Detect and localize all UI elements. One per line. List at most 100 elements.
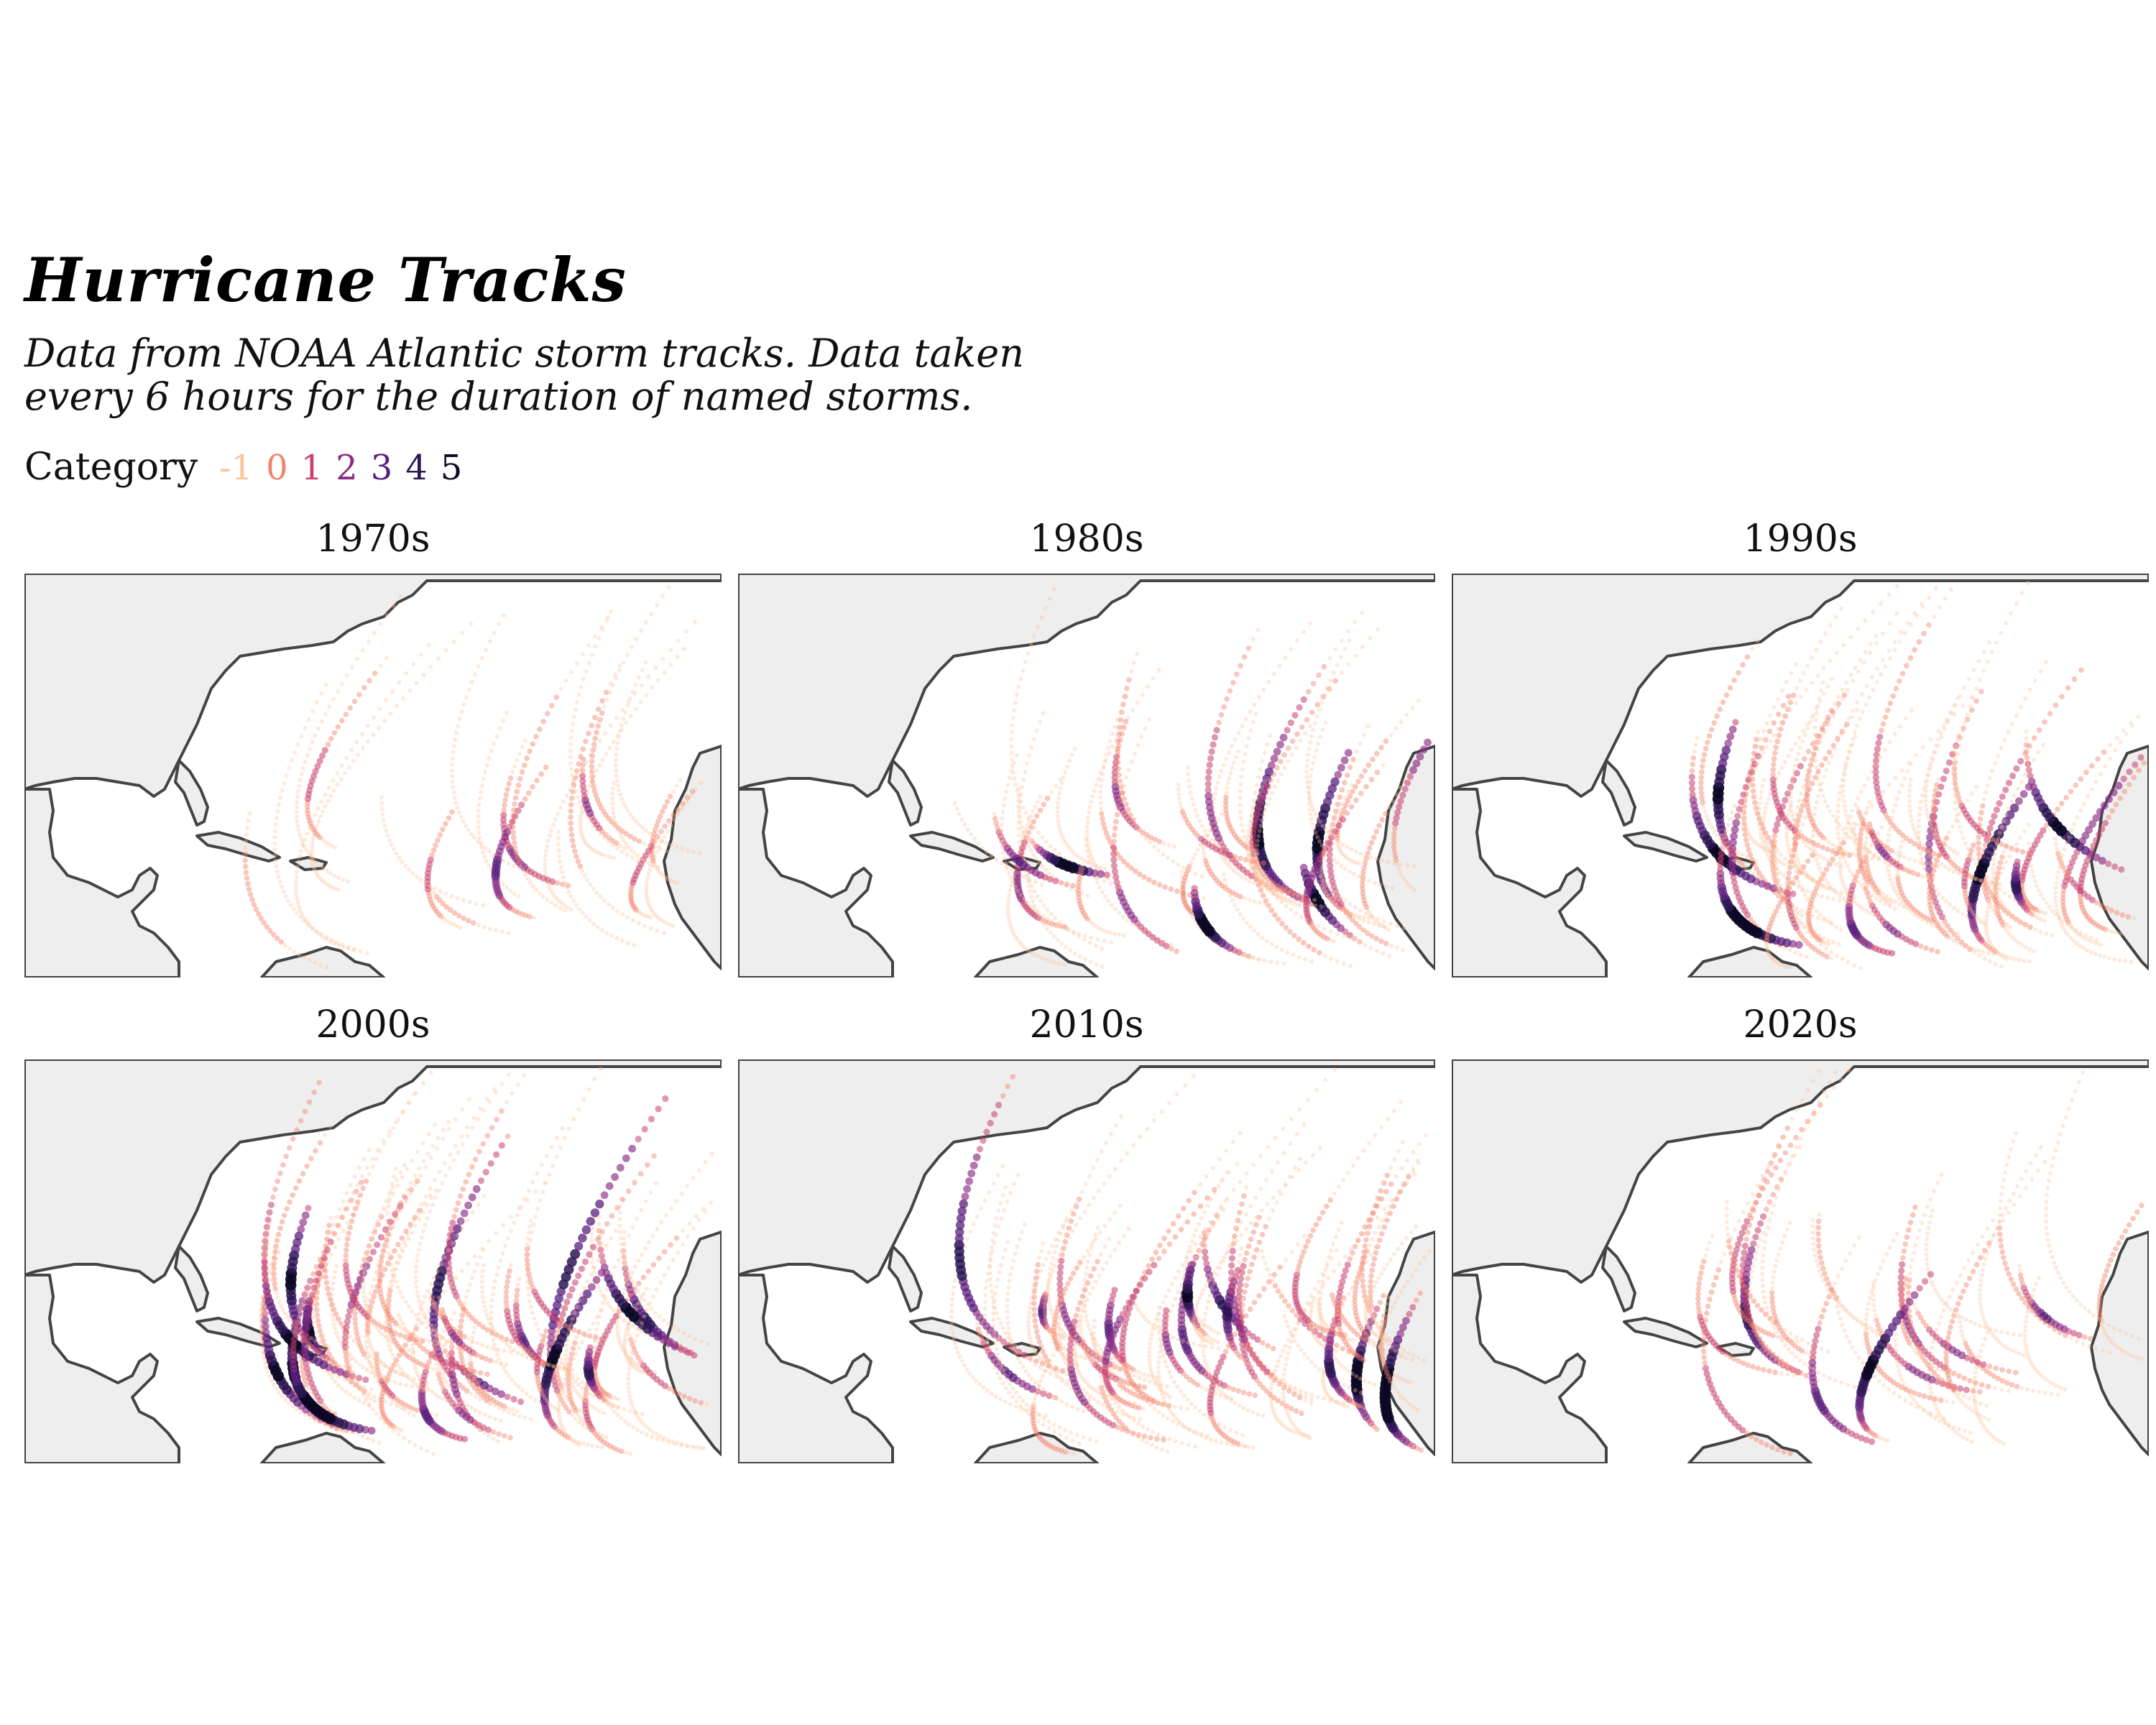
storm-point bbox=[1935, 949, 1940, 954]
storm-point bbox=[1994, 839, 1999, 845]
storm-point bbox=[1055, 938, 1060, 942]
storm-point bbox=[1792, 908, 1797, 913]
storm-point bbox=[1256, 882, 1262, 888]
storm-point bbox=[1761, 829, 1766, 834]
storm-point bbox=[2105, 795, 2113, 804]
storm-point bbox=[1375, 627, 1380, 632]
storm-point bbox=[1148, 834, 1154, 840]
storm-point bbox=[1319, 904, 1324, 909]
storm-point bbox=[1924, 807, 1929, 812]
storm-point bbox=[1936, 852, 1943, 859]
storm-point bbox=[1805, 773, 1812, 778]
storm-point bbox=[479, 845, 484, 850]
storm-point bbox=[1793, 763, 1798, 768]
storm-point bbox=[1240, 767, 1245, 772]
storm-point bbox=[1804, 842, 1809, 847]
storm-point bbox=[2124, 732, 2129, 737]
storm-point bbox=[589, 778, 594, 783]
storm-point bbox=[1837, 847, 1842, 852]
storm-point bbox=[2136, 714, 2141, 719]
storm-point bbox=[1797, 813, 1802, 819]
storm-point bbox=[1086, 846, 1091, 850]
storm-point bbox=[1085, 860, 1090, 865]
storm-point bbox=[1907, 799, 1912, 804]
storm-point bbox=[335, 724, 341, 730]
storm-point bbox=[1736, 858, 1742, 864]
storm-point bbox=[630, 903, 637, 909]
storm-point bbox=[1935, 859, 1940, 864]
storm-point bbox=[1991, 880, 1996, 886]
storm-point bbox=[1927, 898, 1932, 904]
storm-point bbox=[629, 899, 635, 905]
storm-point bbox=[1276, 888, 1281, 893]
storm-point bbox=[1793, 770, 1800, 777]
storm-point bbox=[2061, 909, 2068, 916]
storm-point bbox=[1358, 773, 1365, 779]
storm-point bbox=[635, 909, 640, 914]
storm-point bbox=[1021, 805, 1026, 810]
storm-point bbox=[553, 816, 558, 822]
storm-point bbox=[2060, 899, 2066, 905]
storm-point bbox=[1907, 809, 1912, 814]
storm-point bbox=[1866, 871, 1872, 877]
storm-point bbox=[1039, 615, 1044, 620]
storm-point bbox=[632, 850, 637, 855]
storm-point bbox=[568, 735, 573, 740]
storm-point bbox=[1747, 868, 1751, 873]
storm-point bbox=[1234, 671, 1240, 677]
storm-point bbox=[307, 825, 312, 830]
storm-point bbox=[1043, 606, 1048, 611]
storm-point bbox=[1815, 673, 1820, 678]
storm-point bbox=[1885, 707, 1891, 713]
storm-point bbox=[1256, 834, 1261, 839]
storm-point bbox=[1326, 851, 1333, 859]
storm-point bbox=[1136, 871, 1143, 878]
storm-point bbox=[1085, 837, 1090, 842]
storm-point bbox=[2114, 735, 2119, 740]
storm-point bbox=[1232, 869, 1237, 874]
storm-point bbox=[1033, 856, 1038, 861]
storm-point bbox=[1823, 631, 1828, 636]
storm-point bbox=[2129, 960, 2134, 965]
storm-point bbox=[1888, 821, 1893, 826]
storm-point bbox=[1831, 940, 1836, 945]
storm-point bbox=[481, 903, 486, 908]
storm-point bbox=[2081, 908, 2086, 914]
storm-point bbox=[438, 914, 444, 919]
storm-point bbox=[1835, 809, 1841, 814]
storm-point bbox=[343, 770, 348, 776]
storm-point bbox=[557, 854, 562, 859]
storm-point bbox=[1878, 898, 1883, 903]
storm-point bbox=[312, 867, 317, 872]
storm-point bbox=[644, 891, 649, 896]
storm-point bbox=[1187, 784, 1192, 789]
storm-point bbox=[1317, 707, 1322, 712]
storm-point bbox=[1978, 878, 1983, 883]
storm-point bbox=[1273, 886, 1280, 892]
storm-point bbox=[1023, 945, 1028, 950]
storm-point bbox=[553, 694, 559, 701]
storm-point bbox=[1322, 886, 1327, 891]
storm-point bbox=[1016, 820, 1021, 825]
africa-land bbox=[1376, 745, 1435, 970]
storm-point bbox=[662, 823, 668, 829]
storm-point bbox=[1781, 873, 1786, 878]
storm-point bbox=[1261, 860, 1266, 866]
storm-point bbox=[1799, 908, 1804, 914]
storm-point bbox=[1837, 823, 1842, 827]
storm-point bbox=[559, 901, 564, 906]
storm-point bbox=[1905, 868, 1912, 874]
storm-point bbox=[1025, 822, 1030, 827]
storm-point bbox=[1771, 844, 1777, 850]
storm-point bbox=[336, 875, 341, 880]
storm-point bbox=[1171, 859, 1176, 864]
storm-point bbox=[1991, 867, 1996, 872]
storm-point bbox=[1345, 856, 1350, 861]
storm-point bbox=[543, 866, 548, 870]
storm-point bbox=[1100, 946, 1105, 951]
storm-point bbox=[1009, 737, 1014, 742]
storm-point bbox=[1250, 869, 1256, 873]
storm-point bbox=[1360, 869, 1366, 875]
storm-point bbox=[1818, 937, 1823, 944]
storm-point bbox=[1245, 837, 1250, 842]
